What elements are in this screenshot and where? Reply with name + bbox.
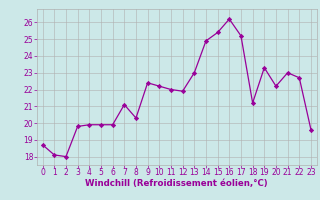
X-axis label: Windchill (Refroidissement éolien,°C): Windchill (Refroidissement éolien,°C) <box>85 179 268 188</box>
